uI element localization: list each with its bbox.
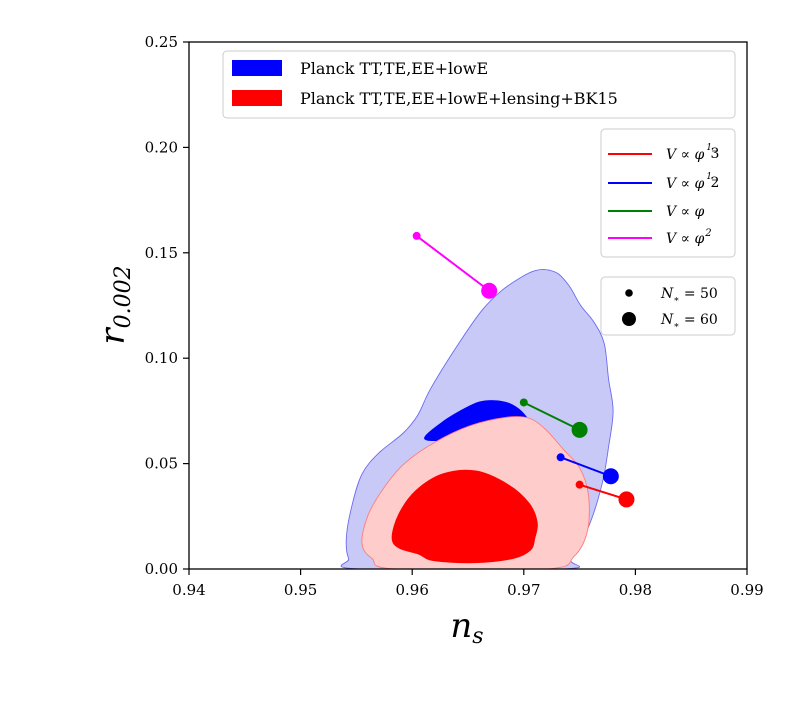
y-tick-label-2: 0.10 (145, 349, 178, 367)
contours-layer (340, 268, 614, 569)
frac-den-half: 2 (711, 175, 720, 191)
marker-legend-small-dot (625, 289, 633, 297)
series-layer (412, 231, 635, 508)
marker-legend-label-50: N∗ = 50 (660, 286, 718, 305)
ticks-layer: 0.94 0.95 0.96 0.97 0.98 0.99 0.00 0.05 0.10 0.15… (145, 33, 764, 599)
x-axis-label: ns (450, 606, 483, 649)
y-tick-label-1: 0.05 (145, 455, 178, 473)
marker-legend: N∗ = 50 N∗ = 60 (600, 276, 736, 336)
series-line-3 (416, 235, 490, 292)
model-legend-frame (600, 128, 736, 258)
x-tick-label-5: 0.99 (730, 581, 763, 599)
series-point-n50-1 (556, 453, 565, 462)
model-legend-label-linear: V ∝ φ (666, 204, 704, 220)
model-legend-label-square: V ∝ φ2 (666, 228, 712, 247)
frac-den-third: 3 (711, 146, 720, 162)
series-point-n50-2 (519, 398, 528, 407)
x-tick-label-3: 0.97 (507, 581, 540, 599)
series-line-1 (560, 456, 612, 478)
y-tick-label-3: 0.15 (145, 244, 178, 262)
x-tick-label-1: 0.95 (284, 581, 317, 599)
series-point-n60-0 (618, 491, 635, 508)
contour-legend-swatch-red (232, 90, 282, 106)
series-point-n60-2 (571, 421, 588, 438)
series-point-n50-3 (412, 231, 421, 240)
contour-legend-label-2: Planck TT,TE,EE+lowE+lensing+BK15 (300, 89, 618, 108)
marker-legend-label-60: N∗ = 60 (660, 312, 718, 331)
y-tick-label-5: 0.25 (145, 33, 178, 51)
y-tick-label-0: 0.00 (145, 560, 178, 578)
series-line-0 (579, 483, 627, 501)
y-axis-label: r0.002 (93, 265, 136, 344)
series-line-2 (523, 401, 581, 431)
x-tick-label-4: 0.98 (619, 581, 652, 599)
series-point-n60-3 (481, 282, 498, 299)
series-point-n50-0 (575, 480, 584, 489)
contour-legend-frame (222, 50, 736, 119)
x-tick-label-2: 0.96 (395, 581, 428, 599)
marker-legend-large-dot (622, 312, 636, 326)
contour-red-68 (391, 469, 538, 564)
contour-legend-swatch-blue (232, 60, 282, 76)
contour-legend-label-1: Planck TT,TE,EE+lowE (300, 59, 488, 78)
plot-frame (188, 41, 748, 570)
y-tick-label-4: 0.20 (145, 138, 178, 156)
x-tick-label-0: 0.94 (172, 581, 205, 599)
series-point-n60-1 (602, 468, 619, 485)
contour-legend: Planck TT,TE,EE+lowE Planck TT,TE,EE+low… (222, 50, 736, 119)
